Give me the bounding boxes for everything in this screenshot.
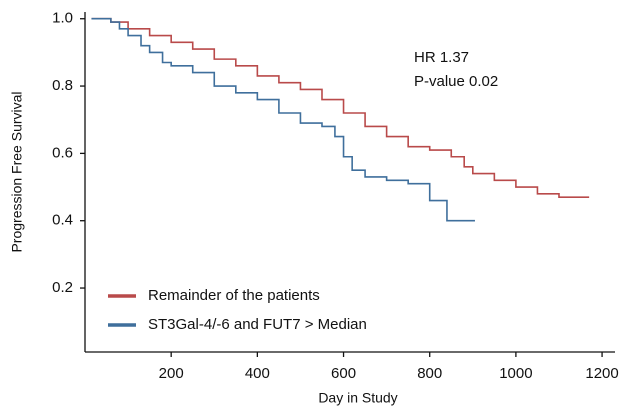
annotation: HR 1.37 xyxy=(414,49,469,66)
legend-label: Remainder of the patients xyxy=(148,287,320,304)
y-tick-label: 0.8 xyxy=(52,77,73,94)
y-tick-label: 0.2 xyxy=(52,279,73,296)
x-tick-label: 1000 xyxy=(499,365,532,382)
x-axis-label: Day in Study xyxy=(318,390,397,406)
x-tick-label: 200 xyxy=(159,365,184,382)
annotation: P-value 0.02 xyxy=(414,73,498,90)
survival-curve xyxy=(91,17,590,198)
y-tick-label: 0.6 xyxy=(52,144,73,161)
x-tick-label: 400 xyxy=(245,365,270,382)
survival-curve xyxy=(91,17,475,222)
y-tick-label: 1.0 xyxy=(52,10,73,27)
y-axis-label: Progression Free Survival xyxy=(9,91,25,252)
x-tick-label: 1200 xyxy=(585,365,618,382)
x-tick-label: 600 xyxy=(331,365,356,382)
legend-label: ST3Gal-4/-6 and FUT7 > Median xyxy=(148,316,367,333)
y-tick-label: 0.4 xyxy=(52,212,73,229)
x-tick-label: 800 xyxy=(417,365,442,382)
